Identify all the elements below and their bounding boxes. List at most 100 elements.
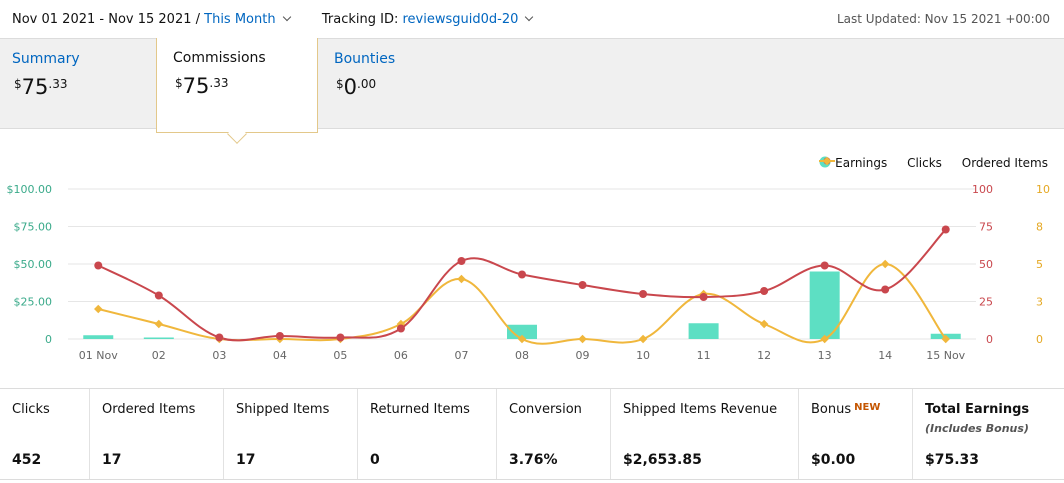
stat-label: Returned Items [370, 402, 470, 417]
stat-value: 3.76% [509, 452, 558, 468]
x-axis-tick: 03 [212, 349, 226, 362]
legend-ordered-items[interactable]: Ordered Items [819, 156, 1048, 170]
stat-label-text: Bonus [811, 402, 852, 417]
left-axis-tick: $50.00 [14, 258, 53, 271]
currency-symbol: $ [14, 77, 22, 91]
ordered-items-point [94, 304, 103, 314]
x-axis-tick: 14 [878, 349, 892, 362]
x-axis-tick: 15 Nov [926, 349, 965, 362]
x-axis-tick: 09 [576, 349, 590, 362]
stats-row: Clicks 452 Ordered Items 17 Shipped Item… [0, 388, 1064, 480]
tab-bounties[interactable]: Bounties $0.00 [334, 39, 474, 130]
chart-legend: Earnings Clicks Ordered Items [819, 156, 1048, 170]
stat-clicks: Clicks 452 [0, 389, 90, 479]
earnings-tabs: Summary $75.33 Commissions $75.33 Bounti… [0, 38, 1064, 133]
clicks-axis-tick: 0 [986, 333, 993, 346]
clicks-point [396, 324, 405, 333]
ordered-items-point [941, 334, 950, 344]
legend-label: Earnings [835, 156, 888, 170]
tracking-dropdown[interactable]: Tracking ID: reviewsguid0d-20 [321, 12, 534, 27]
left-axis-tick: $25.00 [14, 296, 53, 309]
tab-bounties-label: Bounties [334, 51, 396, 67]
clicks-point [639, 290, 648, 298]
stat-label: Ordered Items [102, 402, 196, 417]
clicks-point [457, 257, 466, 265]
clicks-point [154, 291, 163, 300]
chart-canvas: $100.00 100 10$75.00 75 8$50.00 50 5$25.00 25 30… [7, 183, 1051, 362]
tab-summary-value: $75.33 [14, 75, 67, 99]
stat-shipped-items: Shipped Items 17 [224, 389, 358, 479]
tab-summary-label: Summary [12, 51, 80, 67]
legend-clicks[interactable]: Clicks [819, 156, 942, 170]
stat-value: 17 [102, 452, 122, 468]
stat-label: Clicks [12, 402, 50, 417]
filter-bar: Nov 01 2021 - Nov 15 2021 / This Month T… [12, 12, 534, 27]
stat-value: $0.00 [811, 452, 856, 468]
items-axis-tick: 10 [1036, 183, 1050, 196]
x-axis-tick: 10 [636, 349, 650, 362]
x-axis-tick: 13 [818, 349, 832, 362]
x-axis-tick: 11 [697, 349, 711, 362]
currency-symbol: $ [336, 77, 344, 91]
x-axis-tick: 12 [757, 349, 771, 362]
ordered-items-point [578, 334, 587, 344]
amount-cents: .33 [209, 76, 229, 90]
items-axis-tick: 8 [1036, 221, 1043, 234]
clicks-point [336, 333, 345, 342]
stat-ordered-items: Ordered Items 17 [90, 389, 224, 479]
amount-cents: .33 [48, 77, 68, 91]
clicks-axis-tick: 50 [979, 258, 993, 271]
earnings-chart: $100.00 100 10 $75.00 75 8 $50.00 50 5 $25.00 25 3 0… [0, 140, 1064, 380]
tab-commissions[interactable]: Commissions $75.33 [156, 38, 318, 133]
date-range: Nov 01 2021 - Nov 15 2021 [12, 12, 192, 27]
x-axis-tick: 07 [454, 349, 468, 362]
items-axis-tick: 3 [1036, 296, 1043, 309]
clicks-point [699, 293, 708, 301]
left-axis-tick: $75.00 [14, 221, 53, 234]
ordered-items-point [759, 319, 769, 329]
last-updated: Last Updated: Nov 15 2021 +00:00 [836, 12, 1050, 26]
earnings-bar [83, 335, 114, 339]
stat-returned-items: Returned Items 0 [358, 389, 497, 479]
stat-label: Shipped Items [236, 402, 330, 417]
stat-label: Shipped Items Revenue [623, 402, 778, 417]
stat-conversion: Conversion 3.76% [497, 389, 611, 479]
amount-cents: .00 [357, 77, 377, 91]
stat-label: Conversion [509, 402, 582, 417]
ordered-items-point [880, 259, 890, 269]
tab-commissions-value: $75.33 [175, 74, 228, 98]
tab-summary[interactable]: Summary $75.33 [12, 39, 152, 130]
ordered-items-point [457, 274, 466, 284]
legend-label: Ordered Items [961, 156, 1048, 170]
amount-whole: 0 [343, 75, 358, 99]
stat-label: Bonus NEW [811, 402, 880, 417]
clicks-point [820, 261, 829, 270]
earnings-bar [143, 337, 174, 339]
left-axis-tick: 0 [45, 333, 52, 346]
new-badge: NEW [854, 402, 881, 413]
stat-value: 17 [236, 452, 256, 468]
ordered-items-point [638, 334, 648, 344]
clicks-point [760, 287, 769, 295]
chevron-down-icon [525, 12, 534, 22]
ordered-items-point [154, 319, 164, 329]
clicks-point [941, 225, 950, 234]
x-axis-tick: 02 [152, 349, 166, 362]
tab-bounties-value: $0.00 [336, 75, 376, 99]
clicks-point [94, 261, 103, 270]
stat-sublabel: (Includes Bonus) [925, 422, 1029, 435]
tracking-label: Tracking ID: [321, 12, 399, 27]
chevron-down-icon [282, 12, 291, 22]
amount-whole: 75 [21, 75, 49, 99]
x-axis-tick: 01 Nov [79, 349, 118, 362]
period-dropdown[interactable]: This Month [204, 12, 291, 27]
legend-earnings[interactable]: Earnings [819, 156, 888, 170]
top-bar: Nov 01 2021 - Nov 15 2021 / This Month T… [0, 0, 1064, 38]
stat-value: $75.33 [925, 452, 980, 468]
x-axis-tick: 08 [515, 349, 529, 362]
clicks-point [881, 285, 890, 294]
left-axis-tick: $100.00 [7, 183, 53, 196]
clicks-axis-tick: 75 [979, 221, 993, 234]
date-separator: / [191, 12, 205, 27]
earnings-bar [688, 323, 719, 339]
